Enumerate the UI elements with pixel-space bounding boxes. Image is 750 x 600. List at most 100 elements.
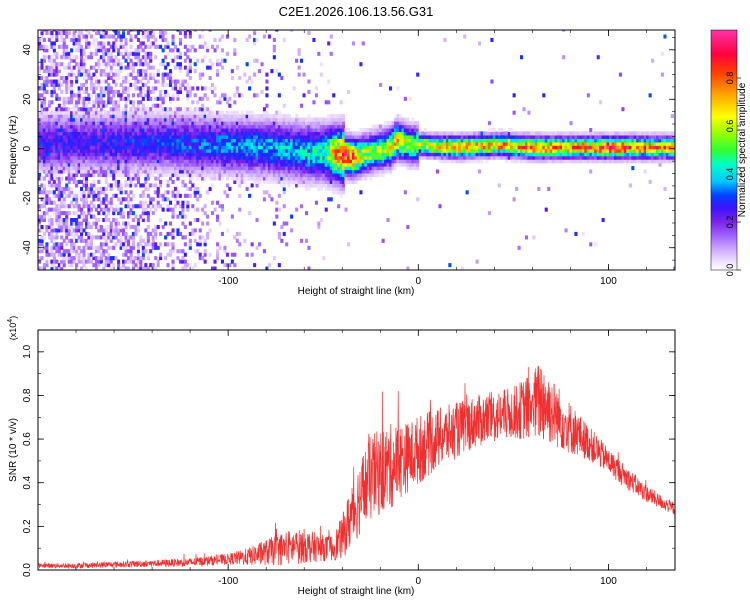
spectrogram-cell xyxy=(183,51,187,56)
spectrogram-cell xyxy=(166,162,170,167)
spectrogram-cell xyxy=(225,117,229,122)
spectrogram-cell xyxy=(351,169,355,174)
spectrogram-cell xyxy=(379,159,383,164)
spectrogram-cell xyxy=(42,162,46,167)
spectrogram-cell xyxy=(394,128,398,133)
spectrogram-cell xyxy=(124,107,128,112)
spectrogram-cell xyxy=(89,166,93,171)
spectrogram-cell xyxy=(57,166,61,171)
spectrogram-cell xyxy=(141,193,145,198)
spectrogram-cell xyxy=(55,152,59,157)
spectrogram-cell xyxy=(77,65,81,70)
spectrogram-cell xyxy=(324,155,328,160)
spectrogram-cell xyxy=(267,173,271,178)
spectrogram-cell xyxy=(42,141,46,146)
spectrogram-cell xyxy=(97,96,101,101)
spectrogram-cell xyxy=(134,214,138,219)
spectrogram-cell xyxy=(287,159,291,164)
spectrogram-cell xyxy=(255,124,259,129)
spectrogram-cell xyxy=(314,86,318,91)
spectrogram-cell xyxy=(292,179,296,184)
spectrogram-cell xyxy=(188,193,192,198)
spectrogram-cell xyxy=(458,152,462,157)
spectrogram-cell xyxy=(339,131,343,136)
spectrogram-cell xyxy=(89,86,93,91)
spectrogram-cell xyxy=(149,166,153,171)
spectrogram-cell xyxy=(112,89,116,94)
spectrogram-cell xyxy=(154,138,158,143)
spectrogram-cell xyxy=(267,148,271,153)
spectrogram-cell xyxy=(448,152,452,157)
spectrogram-cell xyxy=(253,117,257,122)
spectrogram-cell xyxy=(50,263,54,268)
spectrogram-cell xyxy=(85,162,89,167)
spectrogram-cell xyxy=(146,193,150,198)
spectrogram-cell xyxy=(70,138,74,143)
spectrogram-cell xyxy=(292,162,296,167)
spectrogram-cell xyxy=(42,131,46,136)
spectrogram-cell xyxy=(193,124,197,129)
spectrogram-cell xyxy=(131,256,135,261)
spectrogram-cell xyxy=(305,121,309,126)
spectrogram-cell xyxy=(253,145,257,150)
spectrogram-cell xyxy=(337,145,341,150)
spectrogram-cell xyxy=(438,141,442,146)
spectrogram-cell xyxy=(127,249,131,254)
spectrogram-cell xyxy=(186,89,190,94)
spectrogram-cell xyxy=(193,134,197,139)
spectrogram-cell xyxy=(107,114,111,119)
spectrogram-cell xyxy=(176,128,180,133)
spectrogram-cell xyxy=(356,145,360,150)
spectrogram-cell xyxy=(235,162,239,167)
spectrogram-cell xyxy=(107,263,111,268)
spectrogram-cell xyxy=(117,51,121,56)
spectrogram-cell xyxy=(154,169,158,174)
spectrogram-cell xyxy=(144,159,148,164)
spectrogram-cell xyxy=(314,121,318,126)
spectrogram-cell xyxy=(411,159,415,164)
spectrogram-cell xyxy=(146,86,150,91)
spectrogram-cell xyxy=(339,148,343,153)
spectrogram-cell xyxy=(265,148,269,153)
spectrogram-cell xyxy=(334,162,338,167)
spectrogram-cell xyxy=(119,152,123,157)
spectrogram-cell xyxy=(50,231,54,236)
spectrogram-cell xyxy=(277,263,281,268)
spectrogram-cell xyxy=(156,186,160,191)
spectrogram-cell xyxy=(102,197,106,202)
spectrogram-cell xyxy=(220,34,224,39)
spectrogram-cell xyxy=(141,169,145,174)
spectrogram-cell xyxy=(94,30,98,32)
spectrogram-cell xyxy=(225,138,229,143)
spectrogram-cell xyxy=(141,141,145,146)
spectrogram-cell xyxy=(203,93,207,98)
spectrogram-cell xyxy=(119,148,123,153)
spectrogram-cell xyxy=(129,44,133,49)
spectrogram-cell xyxy=(305,211,309,216)
spectrogram-cell xyxy=(292,145,296,150)
spectrogram-cell xyxy=(146,152,150,157)
spectrogram-cell xyxy=(97,249,101,254)
spectrogram-cell xyxy=(176,193,180,198)
spectrogram-cell xyxy=(206,173,210,178)
spectrogram-cell xyxy=(146,204,150,209)
spectrogram-cell xyxy=(124,197,128,202)
spectrogram-cell xyxy=(416,155,420,160)
spectrogram-cell xyxy=(258,173,262,178)
spectrogram-cell xyxy=(124,173,128,178)
spectrogram-cell xyxy=(141,82,145,87)
spectrogram-cell xyxy=(87,221,91,226)
spectrogram-cell xyxy=(337,138,341,143)
spectrogram-cell xyxy=(117,121,121,126)
spectrogram-cell xyxy=(327,117,331,122)
spectrogram-cell xyxy=(87,173,91,178)
spectrogram-cell xyxy=(208,186,212,191)
spectrogram-cell xyxy=(356,173,360,178)
spectrogram-cell xyxy=(265,86,269,91)
spectrogram-cell xyxy=(223,121,227,126)
spectrogram-cell xyxy=(188,117,192,122)
spectrogram-cell xyxy=(253,173,257,178)
spectrogram-cell xyxy=(94,218,98,223)
spectrogram-cell xyxy=(216,114,220,119)
spectrogram-cell xyxy=(201,235,205,240)
